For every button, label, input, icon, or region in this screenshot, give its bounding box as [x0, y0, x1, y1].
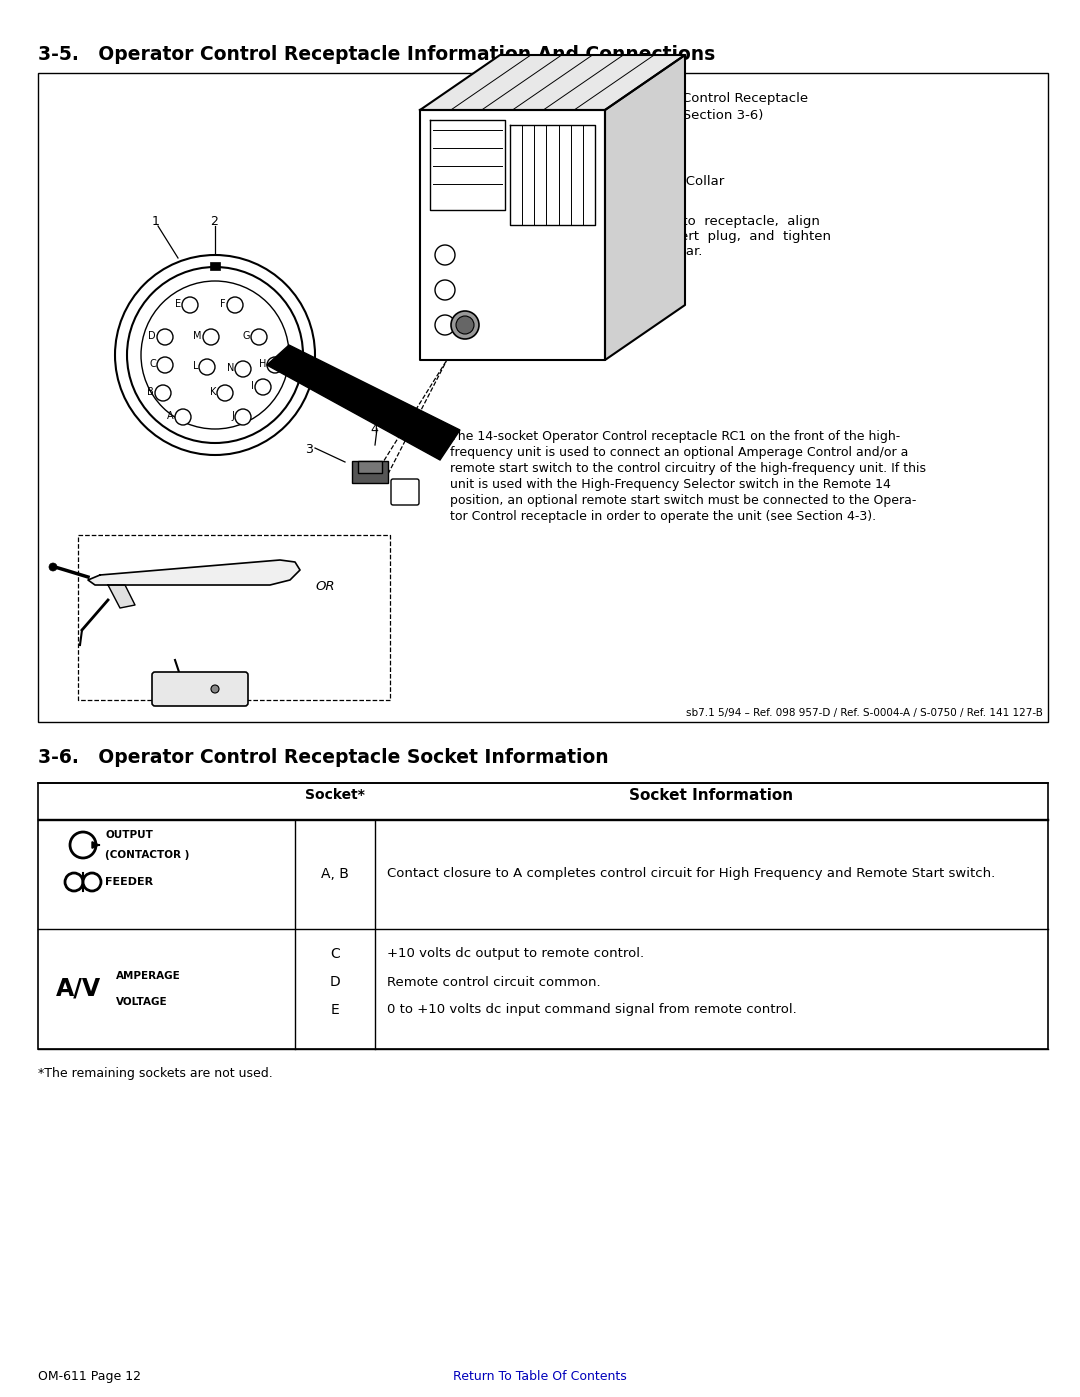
Text: D: D [148, 331, 156, 341]
Text: D: D [329, 975, 340, 989]
Text: To  connect  to  receptacle,  align: To connect to receptacle, align [598, 215, 820, 228]
Circle shape [175, 409, 191, 425]
Circle shape [456, 316, 474, 334]
Text: Threaded Collar: Threaded Collar [618, 175, 725, 189]
Text: A/V: A/V [55, 977, 100, 1002]
Text: H: H [258, 359, 266, 369]
Text: C: C [149, 359, 156, 369]
Text: 1: 1 [598, 92, 607, 105]
Circle shape [267, 358, 283, 373]
Circle shape [235, 409, 251, 425]
FancyBboxPatch shape [152, 672, 248, 705]
Text: E: E [330, 1003, 339, 1017]
Circle shape [49, 563, 57, 571]
Text: VOLTAGE: VOLTAGE [116, 997, 167, 1007]
Text: OM-611 Page 12: OM-611 Page 12 [38, 1370, 141, 1383]
Polygon shape [87, 560, 300, 585]
Text: Return To Table Of Contents: Return To Table Of Contents [454, 1370, 626, 1383]
Circle shape [183, 298, 198, 313]
Text: (CONTACTOR ): (CONTACTOR ) [105, 849, 189, 861]
Circle shape [199, 359, 215, 374]
Text: The 14-socket Operator Control receptacle RC1 on the front of the high-: The 14-socket Operator Control receptacl… [450, 430, 901, 443]
Text: A, B: A, B [321, 868, 349, 882]
Text: OR: OR [315, 580, 335, 592]
Text: Contact closure to A completes control circuit for High Frequency and Remote Sta: Contact closure to A completes control c… [387, 868, 996, 880]
Text: 2: 2 [210, 215, 218, 228]
Bar [357, 461, 382, 474]
Circle shape [211, 685, 219, 693]
Text: Keyway: Keyway [618, 136, 669, 148]
Text: 2: 2 [598, 136, 607, 148]
Text: 3-6.   Operator Control Receptacle Socket Information: 3-6. Operator Control Receptacle Socket … [38, 747, 609, 767]
Text: OUTPUT: OUTPUT [105, 830, 153, 840]
Polygon shape [267, 345, 460, 460]
Circle shape [83, 873, 102, 891]
Text: unit is used with the High-Frequency Selector switch in the Remote 14: unit is used with the High-Frequency Sel… [450, 478, 891, 490]
Text: 1: 1 [152, 215, 160, 228]
Text: G: G [243, 331, 249, 341]
Polygon shape [420, 54, 685, 110]
Circle shape [255, 379, 271, 395]
Circle shape [217, 386, 233, 401]
Text: E: E [175, 299, 181, 309]
Circle shape [127, 267, 303, 443]
Text: 4: 4 [598, 175, 606, 189]
Text: C: C [330, 947, 340, 961]
Text: remote start switch to the control circuitry of the high-frequency unit. If this: remote start switch to the control circu… [450, 462, 926, 475]
Text: 3: 3 [305, 443, 313, 455]
Bar [38, 73, 1048, 722]
Circle shape [251, 330, 267, 345]
Text: B: B [147, 387, 154, 397]
Text: L: L [192, 360, 198, 372]
Bar [38, 782, 1048, 1049]
Text: 0 to +10 volts dc input command signal from remote control.: 0 to +10 volts dc input command signal f… [387, 1003, 797, 1017]
Text: 4: 4 [370, 423, 378, 436]
Text: sb7.1 5/94 – Ref. 098 957-D / Ref. S-0004-A / S-0750 / Ref. 141 127-B: sb7.1 5/94 – Ref. 098 957-D / Ref. S-000… [686, 708, 1043, 718]
Text: 3: 3 [598, 155, 607, 168]
Text: F: F [220, 299, 226, 309]
Text: Operator Control Receptacle
RC1 (See Section 3-6): Operator Control Receptacle RC1 (See Sec… [618, 92, 808, 122]
Bar [210, 263, 220, 270]
Circle shape [156, 386, 171, 401]
Text: K: K [210, 387, 216, 397]
Circle shape [227, 298, 243, 313]
Text: A: A [167, 411, 174, 420]
Text: +10 volts dc output to remote control.: +10 volts dc output to remote control. [387, 947, 644, 961]
Polygon shape [108, 585, 135, 608]
Circle shape [157, 358, 173, 373]
Text: Remote control circuit common.: Remote control circuit common. [387, 975, 600, 989]
Circle shape [157, 330, 173, 345]
Polygon shape [420, 110, 605, 360]
Text: frequency unit is used to connect an optional Amperage Control and/or a: frequency unit is used to connect an opt… [450, 446, 908, 460]
Text: *The remaining sockets are not used.: *The remaining sockets are not used. [38, 1067, 273, 1080]
Bar [352, 461, 388, 483]
Text: FEEDER: FEEDER [105, 877, 153, 887]
Text: I: I [252, 381, 254, 391]
Text: J: J [231, 411, 234, 420]
Text: Plug: Plug [618, 155, 647, 168]
Text: Socket*: Socket* [305, 788, 365, 802]
Text: N: N [227, 363, 234, 373]
Text: tor Control receptacle in order to operate the unit (see Section 4-3).: tor Control receptacle in order to opera… [450, 510, 876, 522]
Text: AMPERAGE: AMPERAGE [116, 971, 180, 981]
Circle shape [65, 873, 83, 891]
Polygon shape [605, 54, 685, 360]
Circle shape [203, 330, 219, 345]
Circle shape [141, 281, 289, 429]
Text: keyway,  insert  plug,  and  tighten: keyway, insert plug, and tighten [598, 231, 831, 243]
Circle shape [451, 312, 480, 339]
Text: threaded collar.: threaded collar. [598, 244, 702, 258]
Text: Socket Information: Socket Information [630, 788, 794, 803]
Text: position, an optional remote start switch must be connected to the Opera-: position, an optional remote start switc… [450, 495, 916, 507]
FancyBboxPatch shape [391, 479, 419, 504]
Text: M: M [193, 331, 202, 341]
Text: 3-5.   Operator Control Receptacle Information And Connections: 3-5. Operator Control Receptacle Informa… [38, 45, 715, 64]
Circle shape [235, 360, 251, 377]
